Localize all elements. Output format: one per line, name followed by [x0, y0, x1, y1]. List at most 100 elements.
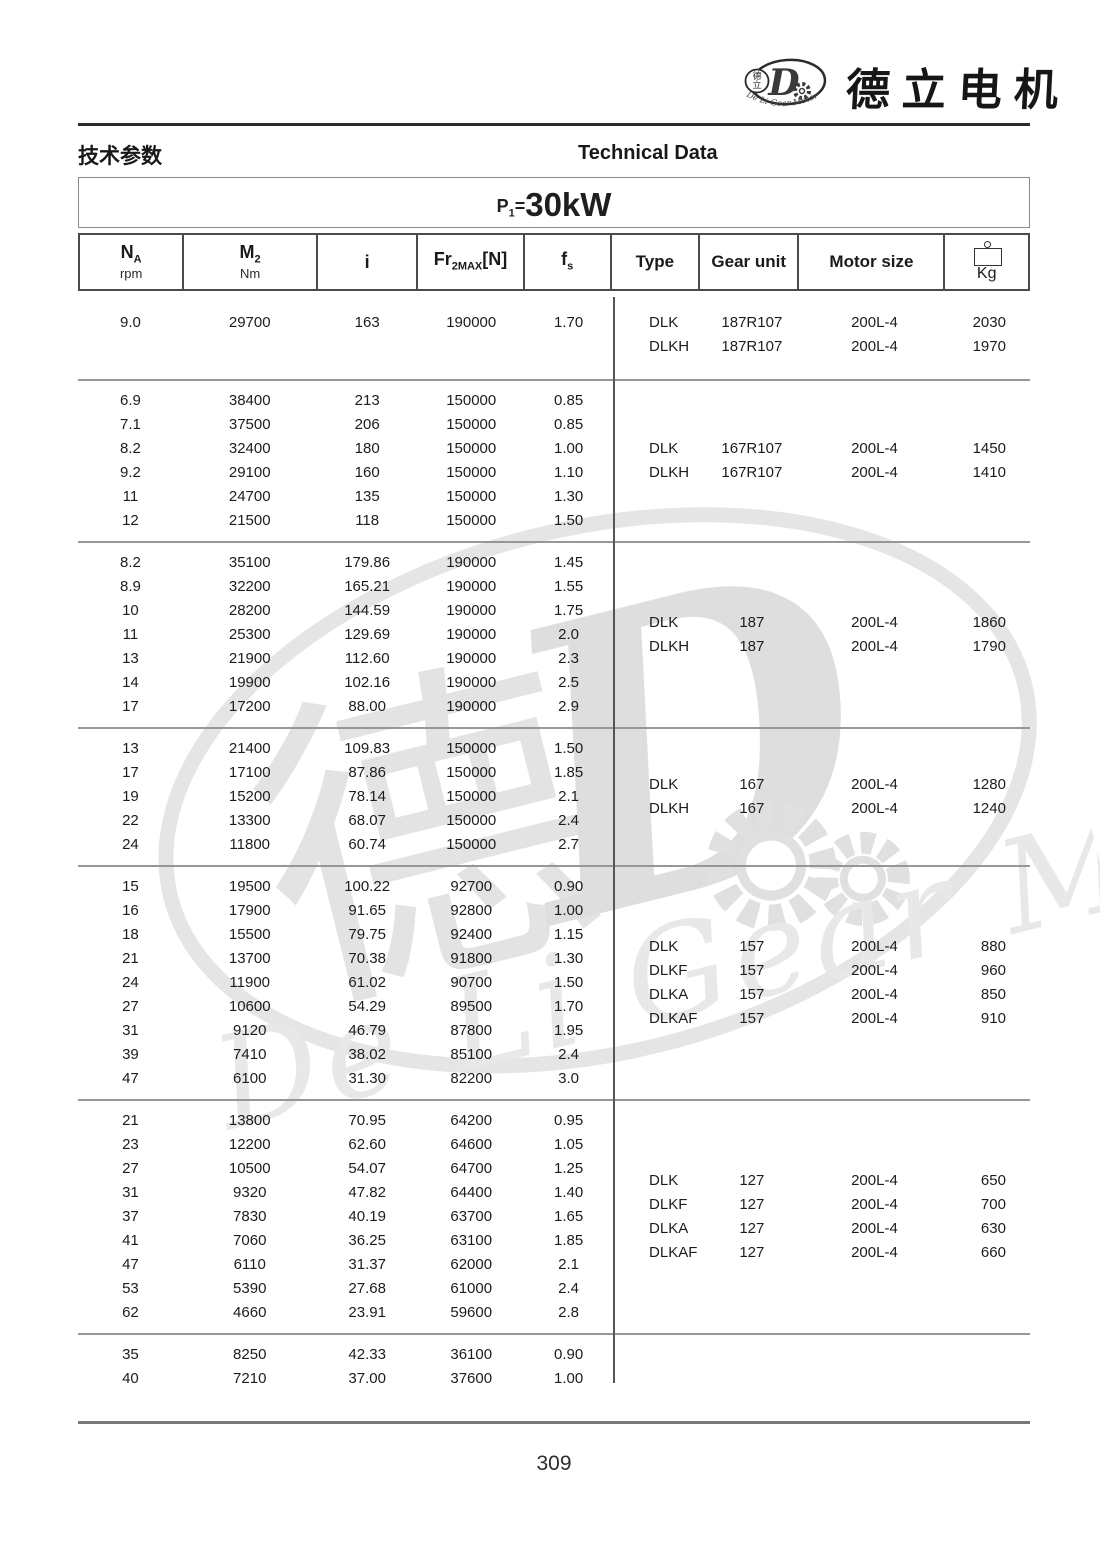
cell-m2-nm: 24700 — [228, 488, 271, 505]
cell-fs: 1.10 — [553, 464, 584, 481]
cell-gear-unit: 187 — [739, 614, 765, 631]
power-prefix: P1= — [496, 195, 526, 220]
group-data-rows: 13 21400 109.83 150000 1.50 17 17100 87.86 15000… — [78, 737, 613, 857]
cell-type: DLKH — [649, 800, 690, 817]
cell-ratio-i: 118 — [355, 512, 380, 529]
cell-fr2max: 150000 — [446, 392, 497, 409]
cell-fs: 3.0 — [558, 1070, 580, 1087]
cell-fr2max: 150000 — [446, 488, 497, 505]
table-row: 21 13800 70.95 64200 0.95 — [78, 1109, 613, 1133]
cell-ratio-i: 109.83 — [344, 740, 391, 757]
cell-fs: 1.95 — [553, 1022, 584, 1039]
cell-m2-nm: 17900 — [228, 902, 271, 919]
table-group: 8.2 35100 179.86 190000 1.45 8.9 32200 165.21 19… — [78, 541, 1030, 727]
cell-ratio-i: 47.82 — [348, 1184, 386, 1201]
cell-fs: 1.15 — [553, 926, 584, 943]
cell-na-rpm: 31 — [122, 1184, 139, 1201]
cell-gear-unit: 157 — [739, 986, 765, 1003]
cell-fr2max: 61000 — [450, 1280, 493, 1297]
table-group: 15 19500 100.22 92700 0.90 16 17900 91.65 92800 1… — [78, 865, 1030, 1099]
cell-ratio-i: 70.38 — [348, 950, 386, 967]
table-row: 62 4660 23.91 59600 2.8 — [78, 1301, 613, 1325]
cell-motor-size: 200L-4 — [851, 800, 898, 817]
table-row: 24 11800 60.74 150000 2.7 — [78, 833, 613, 857]
cell-ratio-i: 87.86 — [348, 764, 386, 781]
cell-fs: 2.3 — [558, 650, 580, 667]
type-row: DLK 167 200L-4 1280 — [613, 773, 1030, 797]
cell-weight-kg: 1860 — [972, 614, 1006, 631]
cell-fr2max: 64600 — [450, 1136, 493, 1153]
cell-ratio-i: 160 — [354, 464, 380, 481]
header-fs: fs — [525, 235, 612, 289]
cell-motor-size: 200L-4 — [851, 1220, 898, 1237]
table-row: 27 10600 54.29 89500 1.70 — [78, 995, 613, 1019]
cell-ratio-i: 40.19 — [348, 1208, 386, 1225]
cell-weight-kg: 960 — [980, 962, 1006, 979]
cell-fs: 1.30 — [553, 950, 584, 967]
table-group: 9.0 29700 163 190000 1.70 DLK 187R107 200L-4 203… — [78, 291, 1030, 379]
cell-ratio-i: 91.65 — [348, 902, 386, 919]
cell-na-rpm: 53 — [122, 1280, 139, 1297]
table-row: 13 21900 112.60 190000 2.3 — [78, 647, 613, 671]
cell-m2-nm: 7410 — [233, 1046, 267, 1063]
cell-ratio-i: 54.07 — [348, 1160, 386, 1177]
page-number: 309 — [536, 1452, 572, 1475]
cell-weight-kg: 1240 — [972, 800, 1006, 817]
table-row: 40 7210 37.00 37600 1.00 — [78, 1367, 613, 1391]
group-type-rows — [613, 1343, 1030, 1391]
cell-fs: 2.0 — [558, 626, 580, 643]
group-type-rows: DLK 157 200L-4 880 DLKF 157 200L-4 960 DLKA 157 20… — [613, 875, 1030, 1091]
cell-m2-nm: 5390 — [233, 1280, 267, 1297]
cell-gear-unit: 157 — [739, 962, 765, 979]
header-m2: M2 Nm — [184, 235, 318, 289]
cell-na-rpm: 10 — [122, 602, 139, 619]
logo-cn-circle — [744, 68, 770, 94]
cell-m2-nm: 15200 — [228, 788, 271, 805]
cell-ratio-i: 135 — [354, 488, 380, 505]
table-row: 27 10500 54.07 64700 1.25 — [78, 1157, 613, 1181]
power-value: 30kW — [525, 185, 612, 223]
cell-m2-nm: 29100 — [228, 464, 271, 481]
cell-fs: 1.65 — [553, 1208, 584, 1225]
cell-m2-nm: 21400 — [228, 740, 271, 757]
cell-na-rpm: 41 — [122, 1232, 139, 1249]
cell-fs: 2.1 — [558, 788, 580, 805]
cell-weight-kg: 700 — [980, 1196, 1006, 1213]
table-row: 10 28200 144.59 190000 1.75 — [78, 599, 613, 623]
cell-motor-size: 200L-4 — [851, 638, 898, 655]
cell-na-rpm: 40 — [122, 1370, 139, 1387]
cell-motor-size: 200L-4 — [851, 440, 898, 457]
cell-fr2max: 59600 — [450, 1304, 493, 1321]
cell-na-rpm: 17 — [122, 698, 139, 715]
cell-na-rpm: 8.2 — [120, 440, 141, 457]
logo-cn-top: 德 — [752, 70, 761, 82]
cell-fr2max: 63100 — [450, 1232, 493, 1249]
table-group: 6.9 38400 213 150000 0.85 7.1 37500 206 150000 0.… — [78, 379, 1030, 541]
table-row: 35 8250 42.33 36100 0.90 — [78, 1343, 613, 1367]
cell-fs: 1.55 — [553, 578, 584, 595]
cell-m2-nm: 38400 — [228, 392, 271, 409]
cell-na-rpm: 17 — [122, 764, 139, 781]
cell-fs: 1.05 — [553, 1136, 584, 1153]
cell-fr2max: 190000 — [446, 698, 497, 715]
cell-weight-kg: 650 — [980, 1172, 1006, 1189]
cell-na-rpm: 31 — [122, 1022, 139, 1039]
cell-ratio-i: 31.37 — [348, 1256, 386, 1273]
cell-na-rpm: 39 — [122, 1046, 139, 1063]
cell-gear-unit: 127 — [739, 1196, 765, 1213]
cell-ratio-i: 62.60 — [348, 1136, 386, 1153]
cell-weight-kg: 850 — [980, 986, 1006, 1003]
cell-m2-nm: 32200 — [228, 578, 271, 595]
cell-motor-size: 200L-4 — [851, 1196, 898, 1213]
header-divider — [78, 123, 1030, 126]
cell-motor-size: 200L-4 — [851, 1172, 898, 1189]
group-type-rows: DLK 127 200L-4 650 DLKF 127 200L-4 700 DLKA 127 20… — [613, 1109, 1030, 1325]
cell-na-rpm: 16 — [122, 902, 139, 919]
cell-motor-size: 200L-4 — [851, 314, 898, 331]
cell-fr2max: 190000 — [446, 554, 497, 571]
cell-m2-nm: 13800 — [228, 1112, 271, 1129]
table-row: 41 7060 36.25 63100 1.85 — [78, 1229, 613, 1253]
cell-fr2max: 150000 — [446, 812, 497, 829]
group-data-rows: 9.0 29700 163 190000 1.70 — [78, 311, 613, 359]
cell-gear-unit: 187R107 — [721, 338, 783, 355]
